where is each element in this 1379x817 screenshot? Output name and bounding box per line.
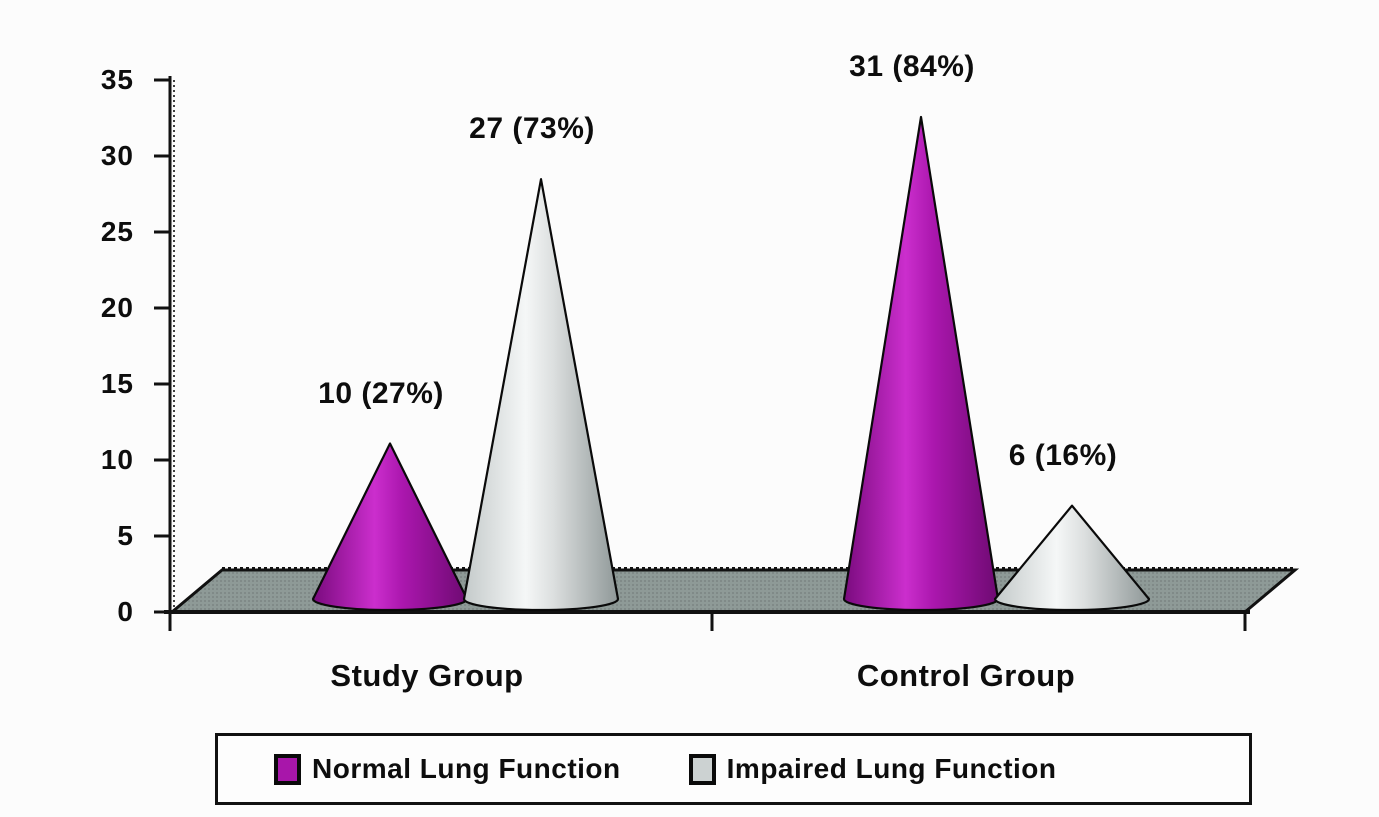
legend-item-normal-lung-function: Normal Lung Function: [274, 753, 621, 785]
legend-label-normal: Normal Lung Function: [312, 753, 621, 784]
legend: Normal Lung Function Impaired Lung Funct…: [215, 733, 1252, 805]
cone-normal-lung-function-study-group: [311, 442, 469, 612]
legend-swatch-impaired-icon: [688, 753, 716, 785]
cone-impaired-lung-function-study-group: [462, 178, 620, 612]
cone-normal-lung-function-control-group: [842, 115, 1000, 612]
legend-label-impaired: Impaired Lung Function: [726, 753, 1057, 784]
legend-item-impaired-lung-function: Impaired Lung Function: [688, 753, 1057, 785]
legend-swatch-normal-icon: [274, 753, 301, 785]
cone-impaired-lung-function-control-group: [993, 504, 1151, 612]
